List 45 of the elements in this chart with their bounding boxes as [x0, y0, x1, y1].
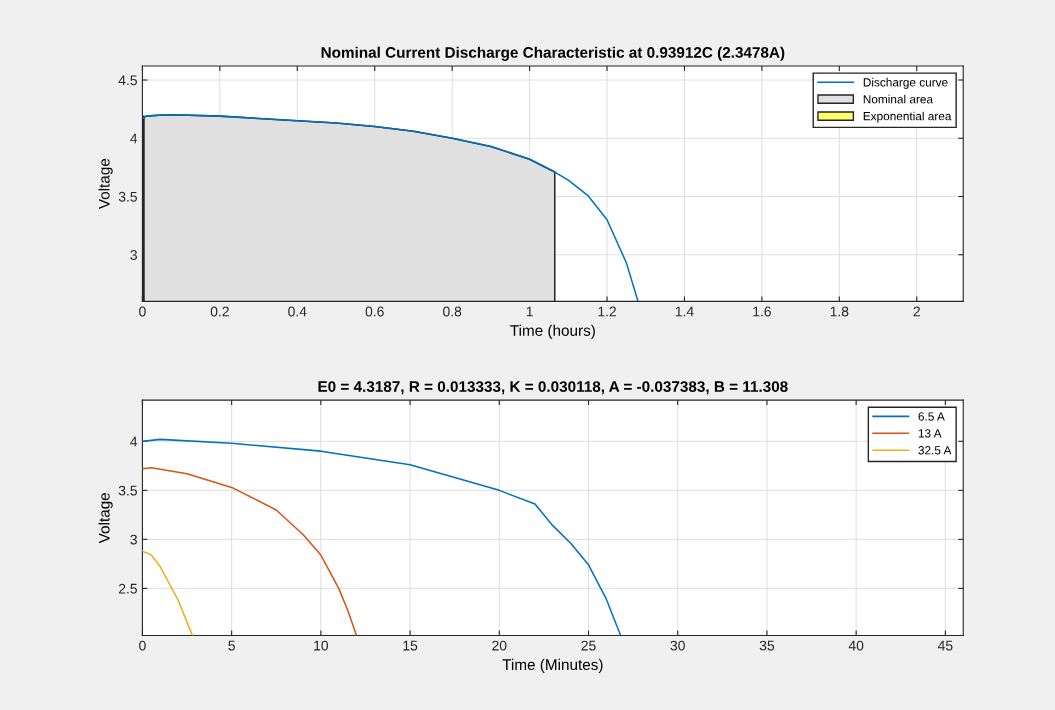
y-tick-label: 4: [130, 133, 138, 144]
x-tick-label: 40: [848, 640, 864, 651]
x-tick-label: 0.2: [210, 306, 229, 317]
line-series: [142, 467, 358, 636]
x-tick-label: 20: [492, 640, 507, 651]
y-tick-label: 3: [130, 534, 137, 545]
x-tick-label: 2: [913, 306, 920, 317]
legend-label: Exponential area: [863, 111, 952, 123]
y-tick-label: 3.5: [118, 485, 137, 496]
y-tick-label: 4: [130, 436, 138, 447]
x-tick-label: 0.6: [365, 306, 384, 317]
legend-label: Discharge curve: [863, 77, 948, 89]
line-series: [142, 438, 622, 636]
x-tick-label: 25: [581, 640, 596, 651]
x-tick-label: 30: [670, 640, 685, 651]
y-tick-label: 2.5: [118, 583, 137, 594]
y-axis-title: Voltage: [98, 492, 113, 544]
chart-title: E0 = 4.3187, R = 0.013333, K = 0.030118, A = -0.037383, B = 11.308: [318, 381, 788, 395]
x-axis-title: Time (Minutes): [502, 658, 603, 674]
x-tick-label: 35: [759, 640, 775, 651]
x-tick-label: 0.4: [288, 306, 307, 317]
x-tick-label: 1: [526, 306, 533, 317]
x-tick-label: 0.8: [443, 306, 462, 317]
legend-label: 32.5 A: [918, 446, 952, 455]
x-axis-title: Time (hours): [510, 324, 595, 339]
legend-label: 6.5 A: [918, 412, 945, 421]
line-series: [142, 550, 194, 636]
x-tick-label: 1.4: [675, 306, 694, 317]
legend-label: Nominal area: [863, 94, 934, 104]
y-tick-label: 3: [130, 250, 137, 260]
y-axis-title: Voltage: [98, 158, 113, 210]
x-tick-label: 15: [403, 640, 418, 651]
x-tick-label: 1.8: [830, 306, 849, 317]
x-tick-label: 1.6: [753, 306, 771, 317]
x-tick-label: 5: [228, 640, 235, 651]
x-tick-label: 45: [937, 640, 953, 651]
x-tick-label: 0: [139, 306, 146, 317]
y-tick-label: 4.5: [118, 75, 137, 86]
x-tick-label: 0: [139, 640, 146, 651]
legend-label: 13 A: [918, 429, 942, 438]
line-series: [142, 114, 639, 302]
x-tick-label: 10: [314, 640, 329, 651]
x-tick-label: 1.2: [598, 306, 616, 317]
y-tick-label: 3.5: [118, 191, 137, 202]
chart-title: Nominal Current Discharge Characteristic at 0.93912C (2.3478A): [321, 46, 785, 61]
